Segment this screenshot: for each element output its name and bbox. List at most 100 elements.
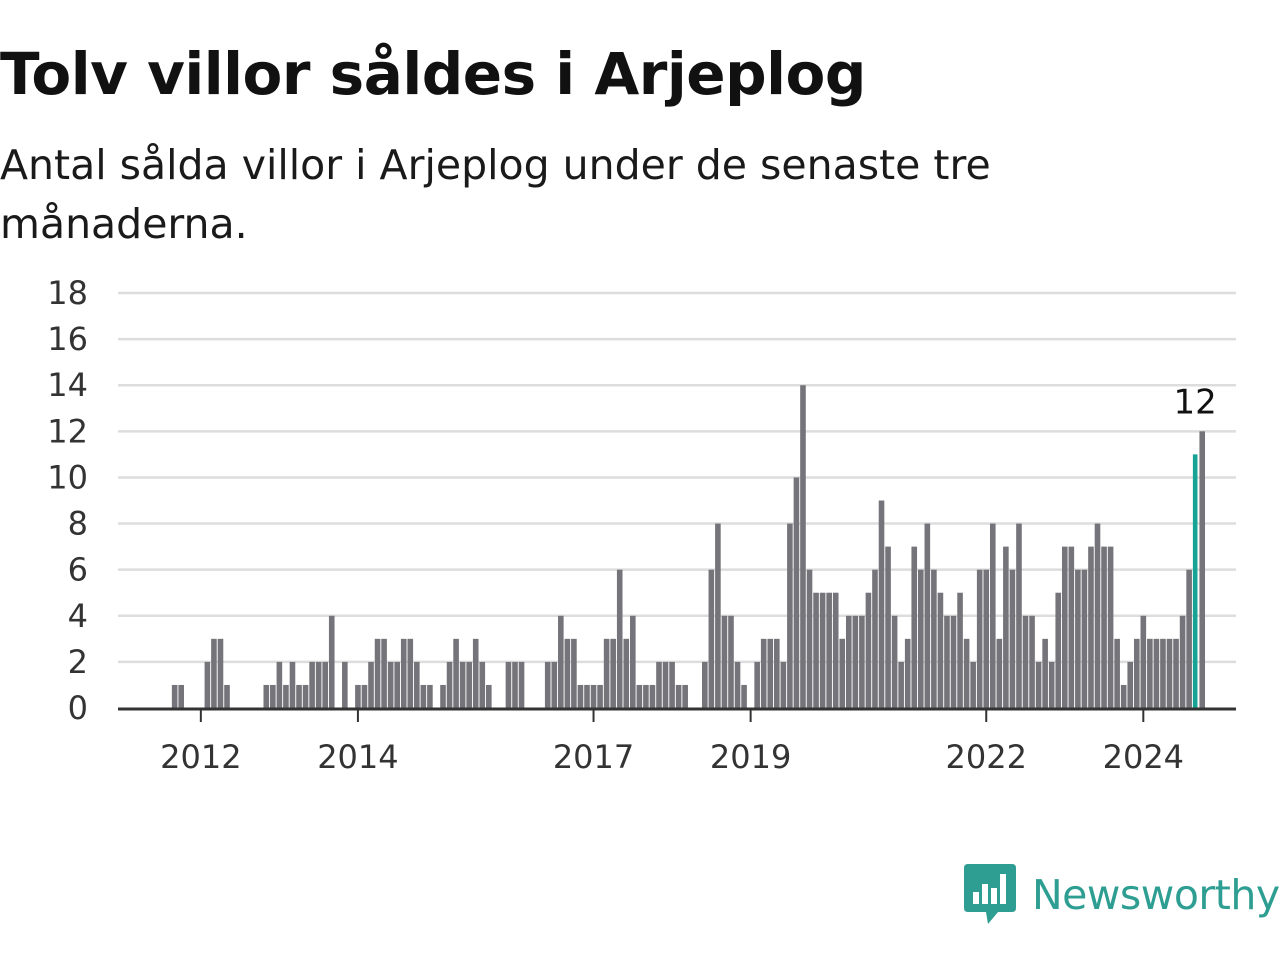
y-axis-ticks: 0 2 4 6 8 10 12 14 16 18 (47, 274, 88, 727)
bar (459, 661, 466, 708)
y-tick-label: 16 (47, 320, 88, 358)
bar (1048, 661, 1055, 708)
bar (1081, 569, 1088, 708)
chart-title: Tolv villor såldes i Arjeplog (0, 40, 866, 108)
bar (675, 684, 682, 708)
bar (983, 569, 990, 708)
bar (734, 661, 741, 708)
chart-subtitle: Antal sålda villor i Arjeplog under de s… (0, 141, 991, 248)
bar (944, 615, 950, 708)
bars (171, 385, 1206, 708)
bar (1009, 569, 1016, 708)
bar (878, 500, 885, 708)
bar (368, 661, 374, 708)
bar (610, 638, 616, 708)
bar (1088, 546, 1094, 708)
bar (806, 569, 813, 708)
bar (996, 638, 1003, 708)
bar (1153, 638, 1160, 708)
bar (741, 684, 747, 708)
x-tick-label: 2014 (317, 738, 398, 776)
bar (904, 638, 911, 708)
bar (544, 661, 551, 708)
bar (950, 615, 957, 708)
bar (1199, 431, 1206, 708)
newsworthy-logo: Newsworthy (964, 864, 1280, 926)
bar (414, 661, 420, 708)
bar (708, 569, 715, 708)
bar (800, 385, 806, 708)
bar (1068, 546, 1075, 708)
bar (1101, 546, 1107, 708)
x-axis-ticks: 2012 2014 2017 2019 2022 2024 (160, 708, 1184, 776)
bar-highlight (1192, 454, 1198, 708)
bar (885, 546, 891, 708)
bar (845, 615, 852, 708)
x-tick-label: 2022 (946, 738, 1027, 776)
bar (931, 569, 937, 708)
bar (453, 638, 459, 708)
bar (400, 638, 407, 708)
bar (283, 684, 289, 708)
bar (1055, 592, 1062, 708)
bar (656, 661, 662, 708)
bar (1029, 615, 1035, 708)
bar (819, 592, 826, 708)
bar (1120, 684, 1127, 708)
bar (1114, 638, 1120, 708)
bar (211, 638, 217, 708)
bar (381, 638, 387, 708)
bar (754, 661, 760, 708)
bar (1173, 638, 1179, 708)
bar (852, 615, 859, 708)
bar (1166, 638, 1173, 708)
bar (1127, 661, 1134, 708)
bar (1003, 546, 1009, 708)
bar (643, 684, 649, 708)
bar (590, 684, 597, 708)
bar (702, 661, 708, 708)
bar (603, 638, 610, 708)
bar (826, 592, 832, 708)
bar (387, 661, 394, 708)
bar (616, 569, 623, 708)
y-tick-label: 4 (68, 597, 88, 635)
bar (328, 615, 335, 708)
bar (636, 684, 643, 708)
bar (224, 684, 230, 708)
bar (1140, 615, 1147, 708)
bar (558, 615, 564, 708)
bar (1022, 615, 1029, 708)
bar (1160, 638, 1166, 708)
bar (355, 684, 361, 708)
bar (512, 661, 518, 708)
bar (270, 684, 276, 708)
bar (721, 615, 728, 708)
y-tick-label: 0 (68, 689, 88, 727)
y-tick-label: 12 (47, 412, 88, 450)
bar (623, 638, 630, 708)
bar (486, 684, 492, 708)
bar (1035, 661, 1042, 708)
bar (662, 661, 669, 708)
bar (924, 523, 931, 708)
bar (276, 661, 283, 708)
bar (440, 684, 446, 708)
bar (865, 592, 872, 708)
bar (551, 661, 558, 708)
bar (1016, 523, 1022, 708)
bar (1186, 569, 1192, 708)
bar (466, 661, 472, 708)
bar (630, 615, 636, 708)
bar (302, 684, 309, 708)
newsworthy-logo-icon (964, 864, 1016, 924)
bar (178, 684, 185, 708)
bar (289, 661, 296, 708)
brand-name: Newsworthy (1032, 871, 1280, 919)
bar (793, 477, 800, 708)
gridlines (118, 291, 1236, 664)
bar (1094, 523, 1101, 708)
bar (505, 661, 512, 708)
bar (420, 684, 427, 708)
x-tick-label: 2019 (710, 738, 791, 776)
